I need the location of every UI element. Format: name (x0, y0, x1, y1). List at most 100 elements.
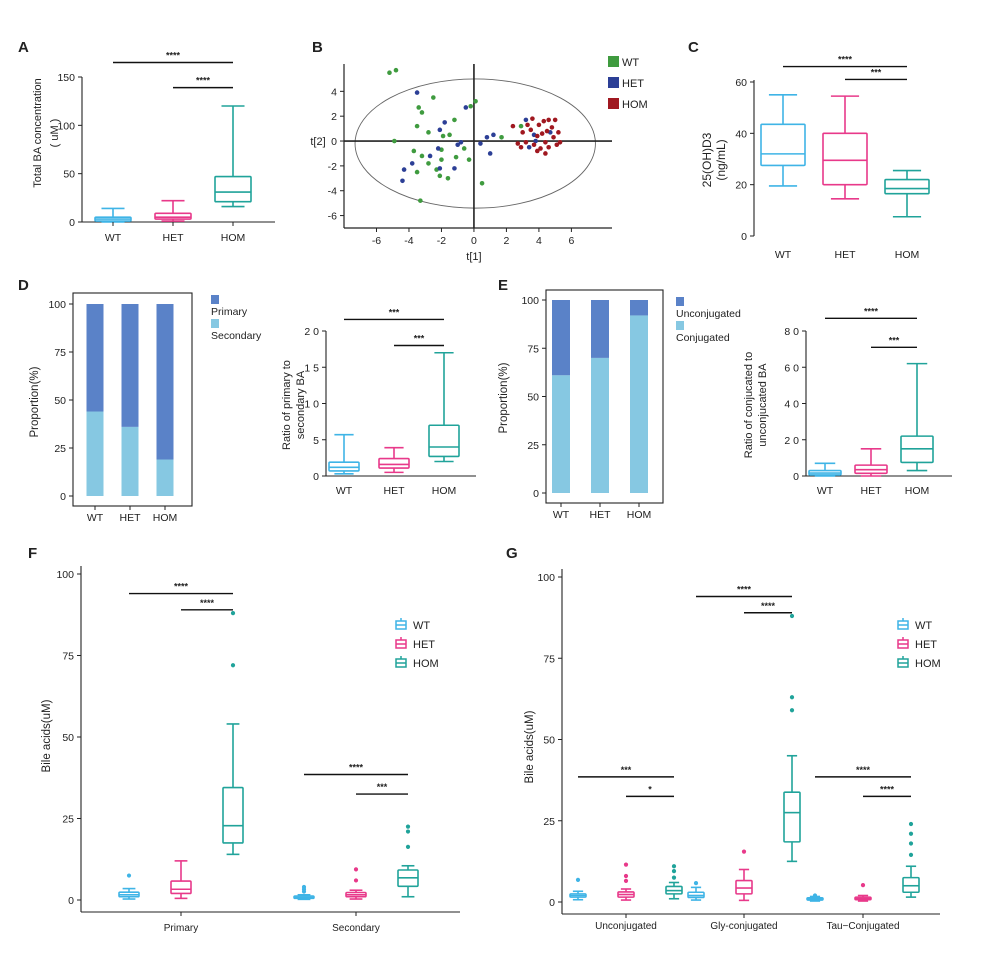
pca-y-tick-label-3: 0 (331, 136, 337, 148)
pca-point-het-16 (487, 151, 493, 156)
pca-legend-swatch-het (608, 77, 619, 88)
chart-G-x-label-1: Gly-conjugated (710, 921, 777, 932)
chart-A-y-axis-label-2: 100 (57, 120, 75, 132)
chart-G-sig-3-label: * (648, 784, 652, 794)
pca-point-wt-5 (414, 169, 420, 175)
chart-C-box-het-box (822, 132, 868, 186)
chart-A-sig-0-label: **** (166, 51, 181, 61)
svg-text:D: D (18, 277, 29, 294)
pca-point-hom-20 (525, 122, 530, 128)
chart-G-box-0-wt-outlier-0 (575, 877, 581, 883)
chart-G-box-1-hom-box (783, 791, 801, 843)
chart-D2-y-axis-label-3: 1 5 (304, 362, 319, 374)
chart-D1-y-label: Proportion(%) (29, 366, 41, 437)
panel-label-b: B (312, 39, 323, 56)
chart-F-y-tick-label-1: 25 (62, 814, 74, 826)
svg-text:C: C (688, 39, 699, 56)
pca-point-wt-20 (416, 105, 422, 110)
pca-point-wt-27 (518, 123, 524, 129)
chart-G-sig-5-label: **** (880, 784, 895, 794)
chart-G-y-tick-label-1: 25 (543, 816, 555, 828)
chart-G-y-tick-label-4: 100 (537, 572, 555, 584)
chart-D1-y-label-1: 25 (54, 443, 66, 455)
pca-point-het-1 (401, 167, 407, 172)
chart-E2-y-label-0: Ratio of conjucated to (743, 352, 755, 458)
panel-label-e: E (498, 277, 508, 294)
pca-point-het-7 (442, 120, 448, 125)
chart-G-box-2-hom-outlier-3 (908, 821, 914, 827)
chart-E2-y-axis-label-0: 0 (793, 471, 799, 483)
pca-point-hom-10 (543, 139, 548, 145)
chart-A-x-label-1: HET (163, 232, 185, 244)
pca-confidence-ellipse (354, 78, 596, 209)
chart-D1-x-label-1: HET (120, 512, 142, 524)
chart-F-box-1-hom-outlier-2 (405, 824, 411, 829)
chart-E1-legend-swatch-0 (676, 297, 684, 306)
chart-G-box-1-wt-outlier-0 (693, 881, 699, 886)
pca-point-hom-1 (520, 130, 525, 135)
chart-D1-y-label-4: 100 (48, 299, 66, 311)
pca-x-tick-label-6: 6 (568, 235, 574, 247)
pca-point-wt-15 (466, 157, 472, 162)
panel-label-c: C (688, 39, 699, 56)
pca-point-wt-10 (437, 173, 443, 179)
chart-E1-y-label-1: 25 (527, 440, 539, 452)
chart-F-legend-label-wt: WT (413, 620, 430, 632)
pca-point-hom-9 (541, 118, 547, 124)
chart-E2-y-label-1: unconjucated BA (757, 363, 769, 447)
pca-point-het-4 (427, 153, 433, 159)
chart-E1-bar-unconjugated-wt (552, 300, 570, 376)
chart-D1-x-label-2: HOM (153, 512, 178, 524)
pca-point-het-14 (484, 135, 490, 140)
chart-D1-y-label-3: 75 (54, 347, 66, 359)
chart-A-box-hom-box (214, 175, 252, 203)
chart-F-y-tick-label-4: 100 (56, 569, 74, 581)
pca-point-hom-16 (556, 130, 561, 135)
pca-point-het-19 (533, 138, 538, 144)
pca-point-het-0 (409, 161, 415, 166)
chart-E2-y-axis-label-1: 2 0 (784, 435, 799, 447)
chart-G-box-0-het-outlier-2 (623, 862, 629, 867)
chart-D1-bar-secondary-het (121, 426, 139, 496)
chart-F-box-1-het-outlier-1 (353, 867, 359, 872)
pca-point-wt-3 (392, 138, 397, 144)
chart-E1-y-label-2: 50 (527, 392, 539, 404)
chart-F-box-0-het-box (170, 880, 192, 895)
pca-y-tick-label-5: 4 (331, 86, 337, 98)
chart-e-proportion: 0 25 50 75 100 WT HET HOM Proportion(%) Unconjuga… (498, 289, 741, 521)
chart-D2-y-axis-label-0: 0 (313, 471, 319, 483)
chart-C-y-label-0: 25(OH)D3 (700, 132, 714, 187)
pca-point-hom-25 (518, 144, 524, 150)
chart-F-sig-3-label: *** (377, 782, 388, 792)
chart-F-x-label-0: Primary (164, 923, 198, 934)
pca-point-wt-18 (431, 95, 436, 100)
pca-point-hom-4 (531, 142, 537, 148)
pca-x-tick-label-0: -6 (372, 235, 381, 247)
chart-C-box-wt-box (760, 123, 806, 167)
chart-G-y-label: Bile acids(uM) (524, 710, 536, 783)
chart-F-x-label-1: Secondary (332, 923, 380, 934)
pca-point-hom-19 (530, 116, 535, 121)
chart-D2-x-label-1: HET (384, 485, 406, 497)
pca-point-wt-0 (387, 70, 392, 75)
pca-point-hom-13 (549, 125, 555, 130)
chart-E1-legend-label-0: Unconjugated (676, 308, 741, 320)
pca-point-hom-18 (546, 117, 551, 123)
pca-point-wt-21 (426, 130, 431, 135)
chart-D1-bar-primary-wt (86, 304, 104, 412)
chart-D1-bar-primary-het (121, 304, 139, 427)
pca-point-wt-1 (393, 67, 399, 73)
chart-A-x-label-2: HOM (221, 232, 246, 244)
chart-D1-legend-label-0: Primary (211, 306, 248, 318)
chart-E2-y-axis-label-2: 4 0 (784, 399, 799, 411)
pca-point-het-13 (478, 141, 483, 146)
pca-point-hom-22 (557, 139, 563, 145)
pca-point-hom-24 (543, 151, 548, 156)
chart-C-y-axis-label-2: 40 (735, 128, 747, 140)
chart-G-box-0-het-outlier-0 (623, 878, 629, 883)
pca-legend-swatch-wt (608, 56, 619, 67)
chart-F-y-tick-label-0: 0 (68, 895, 74, 907)
chart-F-box-1-het-outlier-0 (353, 878, 359, 883)
